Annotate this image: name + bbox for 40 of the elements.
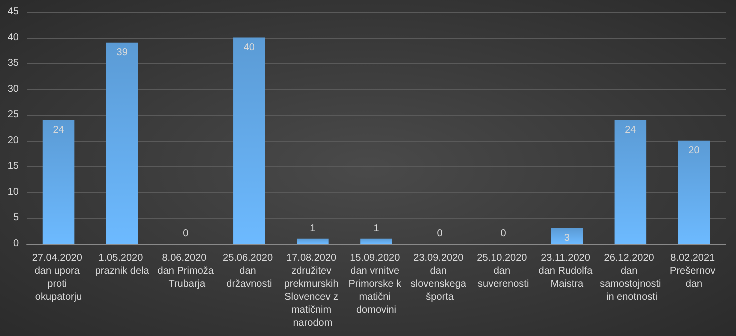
bar — [106, 42, 138, 244]
data-label: 24 — [53, 124, 65, 136]
bar — [614, 120, 647, 244]
bar — [234, 38, 266, 244]
data-label: 3 — [564, 233, 570, 244]
x-tick-label: 15.09.2020 dan vrnitve Primorske k matični domovini — [348, 253, 404, 316]
y-tick-label: 25 — [8, 110, 20, 121]
x-tick-label: 8.02.2021 Prešernov dan — [670, 253, 718, 290]
y-tick-label: 45 — [8, 6, 20, 18]
y-tick-label: 10 — [8, 186, 20, 198]
data-label: 0 — [500, 228, 507, 240]
x-tick-label: 25.10.2020 dan suverenosti — [477, 253, 530, 290]
data-label: 0 — [183, 228, 190, 240]
bar — [360, 238, 392, 244]
y-tick-label: 20 — [8, 135, 20, 146]
data-label: 20 — [688, 145, 700, 156]
data-label: 39 — [116, 47, 128, 58]
x-tick-label: 8.06.2020 dan Primoža Trubarja — [158, 253, 214, 290]
data-label: 0 — [437, 228, 444, 240]
y-tick-label: 40 — [8, 32, 20, 44]
bar — [551, 228, 584, 244]
x-tick-label: 25.06.2020 dan državnosti — [222, 253, 276, 290]
y-tick-label: 5 — [13, 212, 20, 224]
x-tick-label: 1.05.2020 praznik dela — [95, 253, 150, 277]
x-tick-label: 23.11.2020 dan Rudolfa Maistra — [538, 253, 596, 290]
data-label: 1 — [374, 223, 380, 234]
y-tick-label: 30 — [8, 84, 20, 95]
bar — [42, 120, 75, 244]
bar — [297, 238, 329, 244]
x-tick-label: 17.08.2020 združitev prekmurskih Slovencev z matičnim narodom — [284, 253, 342, 329]
data-label: 24 — [625, 124, 637, 136]
x-tick-label: 26.12.2020 dan samostojnosti in enotnosti — [600, 253, 662, 303]
y-tick-label: 0 — [13, 238, 20, 250]
y-tick-label: 15 — [8, 161, 20, 172]
bar — [678, 140, 710, 244]
data-label: 1 — [310, 223, 316, 234]
data-label: 40 — [244, 42, 256, 54]
x-tick-label: 23.09.2020 dan slovenskega športa — [410, 253, 470, 303]
x-tick-label: 27.04.2020 dan upora proti okupatorju — [32, 253, 86, 303]
y-tick-label: 35 — [8, 58, 20, 70]
